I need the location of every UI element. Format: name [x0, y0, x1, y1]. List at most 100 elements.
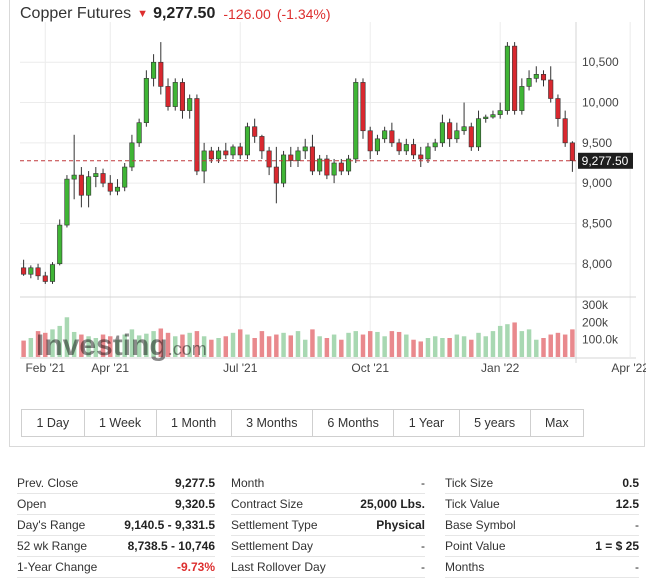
- candle-body: [136, 122, 142, 144]
- stat-value: 8,738.5 - 10,746: [127, 539, 215, 553]
- volume-bar: [43, 332, 48, 357]
- candle-body: [461, 126, 467, 132]
- last-price: 9,277.50: [153, 5, 216, 22]
- stat-value: -: [421, 539, 425, 553]
- volume-bar: [396, 331, 402, 357]
- candle-body: [317, 158, 323, 172]
- last-price-tag-label: 9,277.50: [582, 154, 629, 168]
- volume-bar: [100, 334, 106, 357]
- range-button-1-week[interactable]: 1 Week: [85, 410, 157, 436]
- volume-bar: [173, 336, 178, 357]
- candle-body: [208, 150, 214, 160]
- volume-bar: [375, 331, 380, 357]
- stat-row: Settlement Type Physical: [231, 515, 425, 536]
- stat-row: Months -: [445, 557, 639, 578]
- stat-label: 52 wk Range: [17, 539, 88, 553]
- candle-body: [367, 130, 373, 152]
- price-tick-label: 8,000: [582, 257, 612, 271]
- volume-bar: [404, 334, 409, 357]
- range-button-max[interactable]: Max: [544, 416, 569, 430]
- volume-bar: [324, 338, 330, 357]
- volume-bar: [317, 336, 322, 357]
- range-button-1-month[interactable]: 1 Month: [157, 410, 232, 436]
- stat-row: Contract Size 25,000 Lbs.: [231, 494, 425, 515]
- volume-bar: [136, 335, 142, 357]
- candle-body: [244, 126, 250, 156]
- stat-label: Settlement Type: [231, 518, 318, 532]
- last-price-tag: [578, 152, 633, 169]
- range-button-3-months[interactable]: 3 Months: [232, 410, 313, 436]
- volume-tick-label: 200k: [582, 315, 609, 329]
- candle-body: [533, 74, 539, 79]
- volume-bar: [21, 340, 26, 357]
- candle-body: [21, 267, 27, 275]
- price-tick-label: 10,500: [582, 55, 619, 69]
- stats-column-tick: Tick Size 0.5 Tick Value 12.5 Base Symbol - Po…: [445, 473, 639, 578]
- stat-row: Day's Range 9,140.5 - 9,331.5: [17, 515, 215, 536]
- candle-body: [360, 82, 366, 132]
- candlestick-chart[interactable]: Investing.com 9,277.50 8,000 8,500 9,000 9,50…: [10, 0, 646, 400]
- candle-body: [396, 142, 402, 152]
- volume-bar: [570, 329, 575, 357]
- volume-bar: [245, 334, 250, 357]
- stat-label: Tick Value: [445, 497, 500, 511]
- candle-body: [447, 122, 453, 140]
- candle-body: [158, 61, 164, 87]
- candle-body: [230, 146, 236, 156]
- volume-bar: [418, 341, 423, 357]
- stat-label: Months: [445, 560, 485, 574]
- candle-body: [483, 116, 489, 119]
- candle-body: [100, 173, 106, 184]
- stat-row: 1-Year Change -9.73%: [17, 557, 215, 578]
- stat-label: Day's Range: [17, 518, 86, 532]
- stat-row: Point Value 1 = $ 25: [445, 536, 639, 557]
- volume-bar: [158, 328, 164, 357]
- volume-bar: [339, 339, 344, 357]
- candle-body: [114, 186, 121, 192]
- volume-bar: [490, 331, 496, 357]
- candle-body: [302, 146, 308, 152]
- volume-bar: [50, 329, 55, 357]
- candle-body: [71, 174, 77, 180]
- volume-bar: [115, 339, 120, 357]
- stat-label: Tick Size: [445, 476, 494, 490]
- volume-bar: [144, 333, 149, 357]
- volume-bar: [310, 329, 315, 357]
- candle-body: [526, 78, 532, 87]
- stat-row: Base Symbol -: [445, 515, 639, 536]
- volume-bar: [367, 331, 373, 357]
- stat-value: 12.5: [615, 497, 639, 511]
- volume-bar: [331, 334, 337, 357]
- candle-body: [555, 98, 561, 119]
- volume-bar: [281, 332, 286, 357]
- candle-body: [569, 142, 575, 162]
- stat-value: -: [421, 476, 425, 490]
- range-button-1-year[interactable]: 1 Year: [394, 410, 460, 436]
- price-tick-label: 9,000: [582, 176, 612, 190]
- candle-body: [512, 45, 518, 111]
- candle-body: [418, 154, 424, 160]
- candle-body: [288, 154, 294, 161]
- candle-body: [519, 86, 525, 111]
- range-button-5-years[interactable]: 5 years: [460, 410, 531, 436]
- volume-bar: [71, 331, 77, 357]
- price-tick-label: 9,500: [582, 136, 612, 150]
- candle-body: [331, 162, 337, 176]
- candle-body: [497, 110, 503, 115]
- stat-row: Last Rollover Day -: [231, 557, 425, 578]
- stat-value: 1 = $ 25: [595, 539, 639, 553]
- candle-body: [86, 176, 92, 196]
- volume-bar: [35, 331, 41, 357]
- volume-bar: [64, 317, 70, 357]
- candle-body: [281, 154, 287, 184]
- volume-bar: [425, 338, 431, 357]
- volume-tick-label: 100.0k: [582, 333, 619, 347]
- candle-body: [309, 146, 315, 172]
- stat-label: Point Value: [445, 539, 506, 553]
- range-button-1-day[interactable]: 1 Day: [22, 410, 85, 436]
- range-button-6-months[interactable]: 6 Months: [313, 410, 395, 436]
- volume-bar: [432, 336, 438, 357]
- volume-bar: [237, 329, 243, 357]
- candle-body: [57, 224, 63, 265]
- volume-bar: [505, 324, 510, 357]
